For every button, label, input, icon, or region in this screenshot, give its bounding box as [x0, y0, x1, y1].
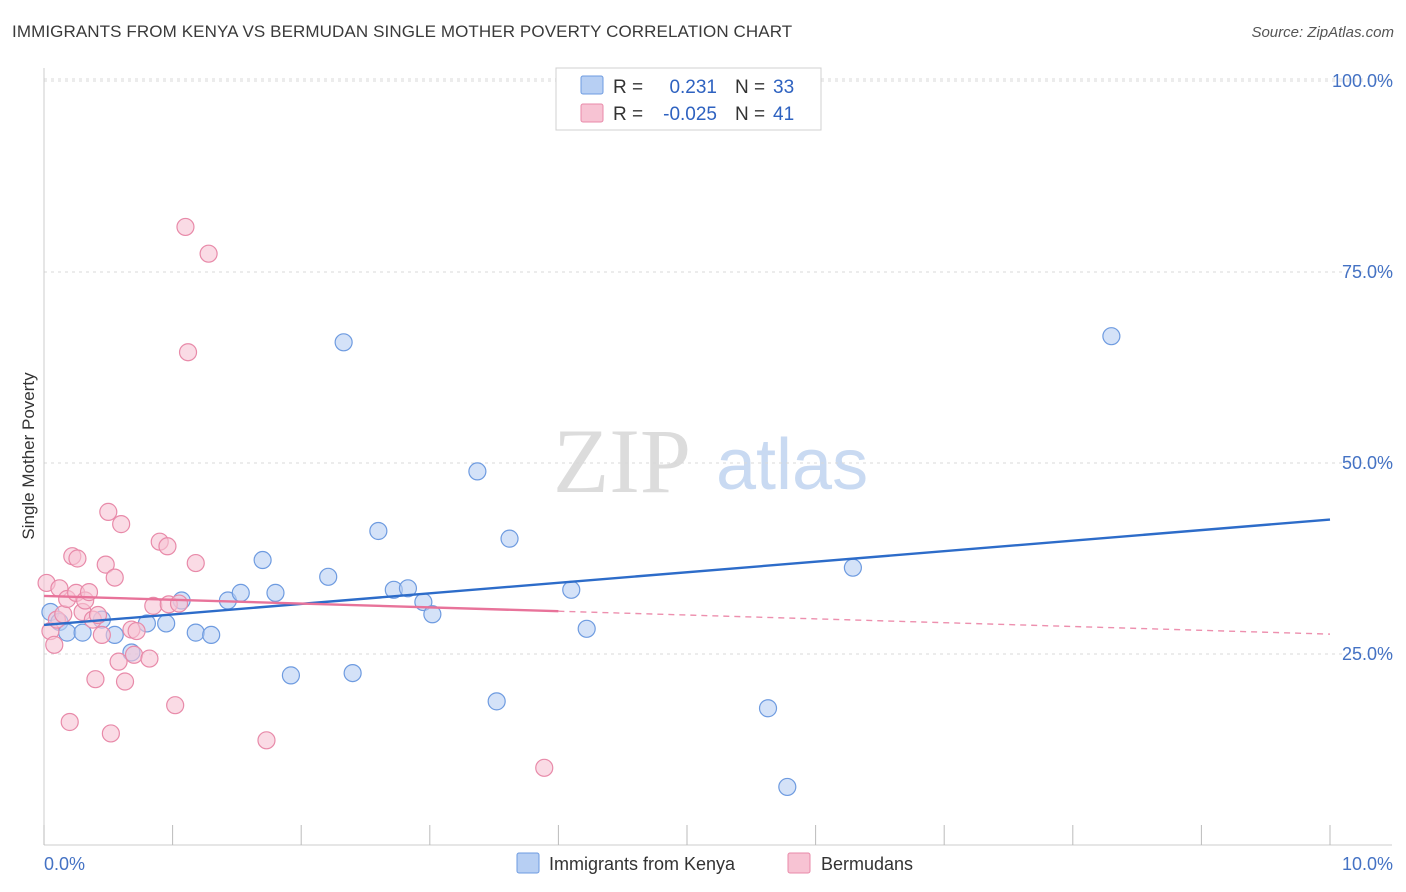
- point-kenya-18: [334, 333, 353, 352]
- x-tick-labels: 0.0% 10.0%: [44, 854, 1393, 874]
- point-bermuda-36: [178, 343, 198, 362]
- point-kenya-22: [398, 579, 418, 598]
- legend-n-value-kenya: 33: [773, 77, 794, 98]
- point-bermuda-24: [115, 672, 135, 691]
- point-bermuda-22: [109, 652, 128, 671]
- point-kenya-31: [778, 777, 797, 797]
- point-bermuda-34: [169, 594, 189, 613]
- y-tick-label-25: 25.0%: [1342, 644, 1393, 664]
- point-kenya-26: [487, 692, 506, 711]
- legend-n-value-bermuda: 41: [773, 104, 794, 125]
- y-tick-labels: 25.0% 50.0% 75.0% 100.0%: [1332, 71, 1393, 664]
- bottom-legend-label-kenya: Immigrants from Kenya: [549, 854, 736, 874]
- watermark-atlas: atlas: [716, 425, 868, 505]
- y-axis-label: Single Mother Poverty: [19, 372, 38, 540]
- y-tick-label-100: 100.0%: [1332, 71, 1393, 91]
- point-kenya-8: [157, 614, 176, 633]
- point-kenya-32: [843, 558, 862, 577]
- point-bermuda-7: [60, 712, 79, 732]
- point-bermuda-21: [105, 568, 124, 587]
- point-kenya-15: [266, 583, 285, 602]
- trend-line-kenya: [43, 518, 1331, 627]
- point-kenya-33: [1102, 327, 1121, 346]
- point-kenya-20: [369, 521, 388, 541]
- point-kenya-13: [231, 583, 250, 602]
- point-kenya-28: [562, 580, 581, 599]
- point-kenya-29: [577, 619, 596, 638]
- source-label: Source: ZipAtlas.com: [1251, 24, 1394, 41]
- x-tick-label-0: 0.0%: [44, 854, 85, 874]
- point-bermuda-35: [176, 217, 195, 237]
- point-bermuda-20: [101, 724, 120, 743]
- point-bermuda-2: [45, 635, 64, 654]
- point-kenya-19: [343, 663, 362, 683]
- legend-swatch-kenya: [580, 75, 604, 95]
- point-kenya-30: [758, 699, 778, 718]
- bottom-legend-label-bermuda: Bermudans: [821, 854, 913, 874]
- point-bermuda-10: [68, 549, 87, 568]
- point-bermuda-39: [257, 731, 276, 750]
- point-bermuda-28: [140, 649, 159, 668]
- axes: [43, 68, 1392, 846]
- watermark-zip: ZIP: [553, 410, 691, 512]
- point-bermuda-27: [127, 621, 146, 641]
- point-bermuda-37: [186, 553, 205, 573]
- legend-swatch-bermuda: [580, 103, 604, 123]
- chart-title: IMMIGRANTS FROM KENYA VS BERMUDAN SINGLE…: [12, 22, 793, 41]
- point-kenya-27: [500, 529, 519, 548]
- point-bermuda-18: [96, 555, 115, 574]
- point-bermuda-33: [166, 696, 185, 715]
- point-bermuda-5: [54, 605, 73, 624]
- point-kenya-10: [186, 623, 205, 642]
- legend-r-label-kenya: R =: [613, 77, 643, 98]
- point-bermuda-26: [124, 645, 144, 664]
- trend-lines: [43, 518, 1331, 635]
- x-ticks: [43, 825, 1331, 845]
- y-tick-label-50: 50.0%: [1342, 453, 1393, 473]
- x-tick-label-10: 10.0%: [1342, 854, 1393, 874]
- gridlines: [44, 78, 1392, 655]
- bottom-legend-swatch-bermuda: [787, 852, 811, 874]
- point-kenya-11: [202, 625, 221, 645]
- point-kenya-24: [423, 605, 442, 624]
- y-tick-label-75: 75.0%: [1342, 262, 1393, 282]
- point-bermuda-31: [158, 537, 177, 556]
- legend-n-label-bermuda: N =: [735, 104, 765, 125]
- point-kenya-16: [281, 666, 301, 685]
- point-bermuda-23: [112, 515, 131, 534]
- point-bermuda-38: [199, 244, 218, 263]
- point-kenya-17: [319, 567, 338, 586]
- point-bermuda-40: [535, 758, 554, 777]
- watermark: ZIP atlas: [553, 410, 868, 512]
- point-kenya-14: [253, 550, 272, 570]
- trend-line-bermuda-dashed: [558, 610, 1331, 635]
- point-bermuda-19: [99, 502, 118, 521]
- point-bermuda-17: [92, 625, 111, 645]
- series-legend: Immigrants from Kenya Bermudans: [516, 852, 913, 874]
- legend-r-label-bermuda: R =: [613, 104, 643, 125]
- point-kenya-25: [468, 462, 487, 481]
- legend-n-label-kenya: N =: [735, 77, 765, 98]
- point-bermuda-15: [86, 670, 105, 689]
- legend-r-value-bermuda: -0.025: [663, 104, 717, 125]
- series-bermuda-points: [37, 217, 554, 777]
- correlation-legend: R = 0.231 N = 33 R = -0.025 N = 41: [555, 67, 822, 131]
- legend-r-value-kenya: 0.231: [669, 77, 717, 98]
- bottom-legend-swatch-kenya: [516, 852, 540, 874]
- point-kenya-3: [73, 623, 92, 642]
- trend-line-bermuda-solid: [43, 594, 559, 613]
